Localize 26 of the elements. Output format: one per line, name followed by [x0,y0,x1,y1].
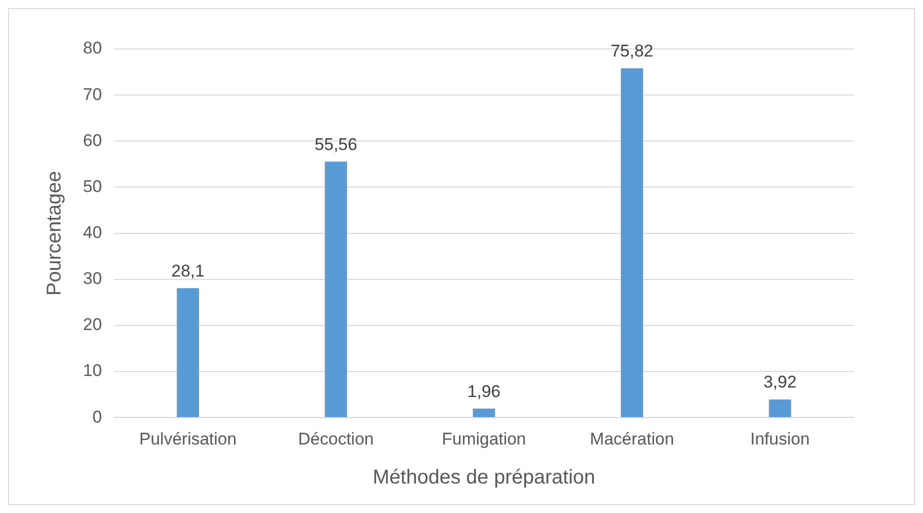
data-label: 55,56 [314,134,358,154]
bar [324,162,348,418]
bar [176,288,200,418]
bar [472,408,496,418]
x-tick-label: Fumigation [442,429,526,448]
x-tick-label: Pulvérisation [139,429,237,448]
y-tick-label: 80 [82,38,102,58]
x-tick-label: Infusion [750,429,810,448]
x-axis-title: Méthodes de préparation [372,466,596,489]
data-label: 28,1 [171,261,204,280]
y-tick-label: 20 [82,315,102,334]
data-label: 3,92 [763,372,797,392]
bar [768,400,792,418]
y-tick-label: 50 [82,176,102,196]
data-label: 1,96 [467,382,500,401]
y-tick-label: 60 [82,130,102,150]
y-tick-label: 10 [82,361,102,380]
y-tick-label: 70 [82,84,102,104]
y-tick-label: 30 [82,269,102,288]
x-tick-label: Macération [590,429,674,448]
y-tick-label: 0 [92,407,102,426]
y-axis-title: Pourcentagee [44,171,66,296]
bar [620,68,644,418]
x-tick-label: Décoction [298,429,374,448]
y-tick-label: 40 [82,222,102,242]
data-label: 75,82 [610,41,654,60]
